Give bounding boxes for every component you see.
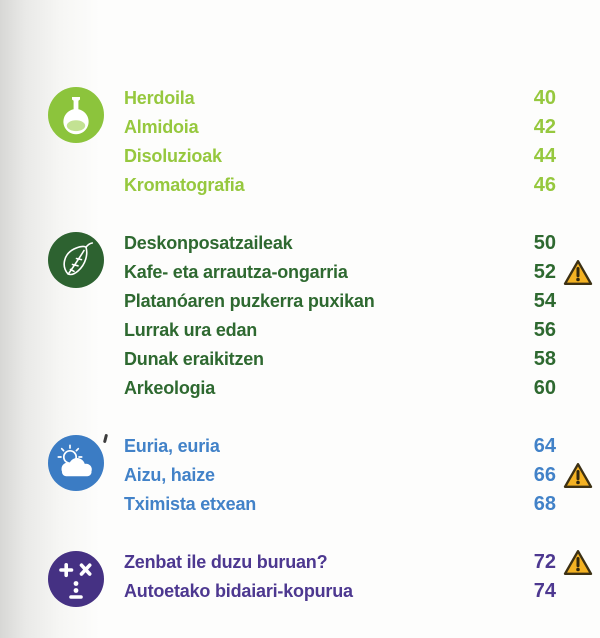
warning-icon (563, 463, 593, 488)
chapter-title: Zenbat ile duzu buruan? (124, 552, 328, 572)
warning-slot (556, 549, 600, 576)
toc-row[interactable]: Kafe- eta arrautza-ongarria 52 (124, 258, 600, 287)
page-number: 54 (533, 290, 556, 312)
toc-row[interactable]: Tximista etxean 68 (124, 490, 600, 519)
toc-row[interactable]: Euria, euria 64 (124, 432, 600, 461)
chapter-title: Almidoia (124, 117, 199, 137)
warning-icon (563, 260, 593, 285)
toc-row[interactable]: Dunak eraikitzen 58 (124, 345, 600, 374)
toc-row[interactable]: Kromatografia 46 (124, 171, 600, 200)
toc-content: Herdoila 40 Almidoia 42 Disoluzioak 44 K… (48, 84, 600, 607)
page-number: 44 (533, 145, 556, 167)
chapter-title: Herdoila (124, 88, 195, 108)
page-number: 64 (533, 435, 556, 457)
warning-slot (556, 462, 600, 489)
chapter-title: Kromatografia (124, 175, 245, 195)
math-icon (48, 551, 104, 607)
page-number: 72 (533, 551, 556, 573)
chapter-title: Platanóaren puzkerra puxikan (124, 291, 375, 311)
section-rows: Deskonposatzaileak 50 Kafe- eta arrautza… (124, 229, 600, 403)
toc-row[interactable]: Almidoia 42 (124, 113, 600, 142)
toc-row[interactable]: Aizu, haize 66 (124, 461, 600, 490)
page-number: 68 (533, 493, 556, 515)
page-number: 60 (533, 377, 556, 399)
section-rows: Herdoila 40 Almidoia 42 Disoluzioak 44 K… (124, 84, 600, 200)
page-number: 52 (533, 261, 556, 283)
chapter-title: Arkeologia (124, 378, 216, 398)
chapter-title: Lurrak ura edan (124, 320, 258, 340)
section-rows: Zenbat ile duzu buruan? 72 Autoetako bid… (124, 548, 600, 607)
section-rows: Euria, euria 64 Aizu, haize 66 Tximista … (124, 432, 600, 519)
toc-row[interactable]: Zenbat ile duzu buruan? 72 (124, 548, 600, 577)
chapter-title: Kafe- eta arrautza-ongarria (124, 262, 348, 282)
page-number: 58 (533, 348, 556, 370)
toc-section-math: Zenbat ile duzu buruan? 72 Autoetako bid… (48, 548, 600, 607)
leaf-icon (48, 232, 104, 288)
toc-row[interactable]: Autoetako bidaiari-kopurua 74 (124, 577, 600, 606)
toc-row[interactable]: Arkeologia 60 (124, 374, 600, 403)
warning-icon (563, 550, 593, 575)
page-number: 74 (533, 580, 556, 602)
chapter-title: Disoluzioak (124, 146, 222, 166)
warning-slot (556, 259, 600, 286)
toc-section-weather: Euria, euria 64 Aizu, haize 66 Tximista … (48, 432, 600, 519)
page-number: 66 (533, 464, 556, 486)
toc-section-chemistry: Herdoila 40 Almidoia 42 Disoluzioak 44 K… (48, 84, 600, 200)
chapter-title: Euria, euria (124, 436, 220, 456)
toc-row[interactable]: Disoluzioak 44 (124, 142, 600, 171)
toc-row[interactable]: Lurrak ura edan 56 (124, 316, 600, 345)
chapter-title: Deskonposatzaileak (124, 233, 293, 253)
toc-row[interactable]: Platanóaren puzkerra puxikan 54 (124, 287, 600, 316)
chapter-title: Dunak eraikitzen (124, 349, 264, 369)
page-number: 46 (533, 174, 556, 196)
toc-row[interactable]: Deskonposatzaileak 50 (124, 229, 600, 258)
chapter-title: Aizu, haize (124, 465, 215, 485)
toc-section-nature: Deskonposatzaileak 50 Kafe- eta arrautza… (48, 229, 600, 403)
page-number: 42 (533, 116, 556, 138)
page-number: 40 (533, 87, 556, 109)
page-number: 56 (533, 319, 556, 341)
chapter-title: Tximista etxean (124, 494, 257, 514)
toc-row[interactable]: Herdoila 40 (124, 84, 600, 113)
chapter-title: Autoetako bidaiari-kopurua (124, 581, 353, 601)
page-number: 50 (533, 232, 556, 254)
flask-icon (48, 87, 104, 143)
sun-cloud-icon (48, 435, 104, 491)
